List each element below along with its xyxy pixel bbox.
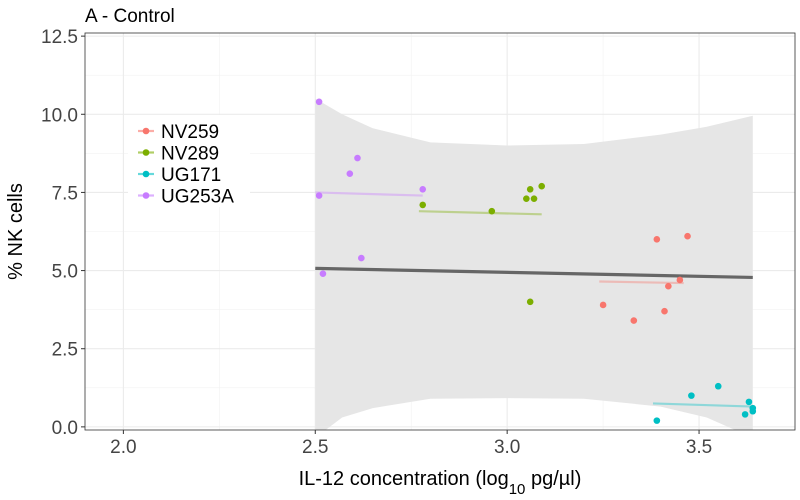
y-axis-label: % NK cells [5,183,27,280]
data-point-ug171 [688,392,695,399]
confidence-band-area [315,98,753,430]
data-point-ug253a [358,254,365,262]
legend-label-nv259: NV259 [161,122,219,143]
x-axis-ticks: 2.0 2.5 3.0 3.5 [110,430,712,458]
data-point-ug171 [741,411,749,418]
x-tick-label: 3.0 [494,437,520,458]
y-tick-label: 5.0 [52,262,78,283]
y-tick-label: 0.0 [52,418,78,439]
data-point-ug171 [714,382,722,390]
legend-key-point [142,127,150,135]
data-point-ug253a [315,192,323,199]
data-point-ug253a [346,170,354,177]
x-tick-label: 2.0 [110,437,136,458]
overall-regression-line [315,266,753,280]
x-axis-label-main: IL-12 concentration (log [299,468,509,490]
x-tick-label: 2.5 [302,437,328,458]
series-fit-lines [315,191,753,408]
y-tick-label: 2.5 [52,340,78,361]
data-point-ug171 [653,417,661,424]
y-tick-label: 12.5 [41,27,78,48]
plot-panel-border [84,32,796,431]
data-point-nv259 [630,317,638,324]
data-point-ug253a [354,154,361,162]
fit-line-ug171 [652,402,753,408]
y-tick-label: 10.0 [41,105,78,126]
overall-fit-line [315,266,753,280]
data-point-nv289 [488,207,496,215]
confidence-band [315,98,753,430]
data-point-nv289 [530,195,538,202]
data-points [315,98,757,424]
data-point-nv259 [684,232,691,240]
legend-label-nv289: NV289 [161,144,219,165]
data-point-nv289 [523,195,530,202]
data-point-nv289 [538,182,546,190]
data-point-nv289 [526,298,534,306]
legend-key-point [142,149,150,156]
chart-title: A - Control [85,6,175,27]
legend-key-point [142,170,150,178]
data-point-ug253a [315,98,323,106]
data-point-nv259 [653,236,661,243]
legend-label-ug171: UG171 [161,165,221,186]
data-point-ug171 [749,407,757,415]
fit-line-ug253a [315,191,423,197]
fit-line-nv289 [418,210,542,216]
x-axis-label-subscript: 10 [509,481,526,498]
data-point-ug253a [419,185,427,193]
data-point-nv259 [676,276,684,284]
x-axis-label: IL-12 concentration (log10 pg/µl) [299,468,582,498]
y-axis-ticks: 0.0 2.5 5.0 7.5 10.0 12.5 [41,27,85,439]
data-point-nv259 [665,282,672,290]
legend-key-point [142,192,150,199]
legend-label-ug253a: UG253A [161,187,234,208]
data-point-nv289 [419,201,427,209]
x-tick-label: 3.5 [686,437,712,458]
data-point-ug253a [319,270,327,278]
data-point-nv259 [599,301,607,309]
data-point-ug171 [745,398,753,406]
fit-line-nv259 [599,280,684,285]
data-point-nv259 [661,307,668,315]
y-tick-label: 7.5 [52,183,78,204]
x-axis-label-tail: pg/µl) [525,468,581,490]
data-point-nv289 [526,185,534,193]
